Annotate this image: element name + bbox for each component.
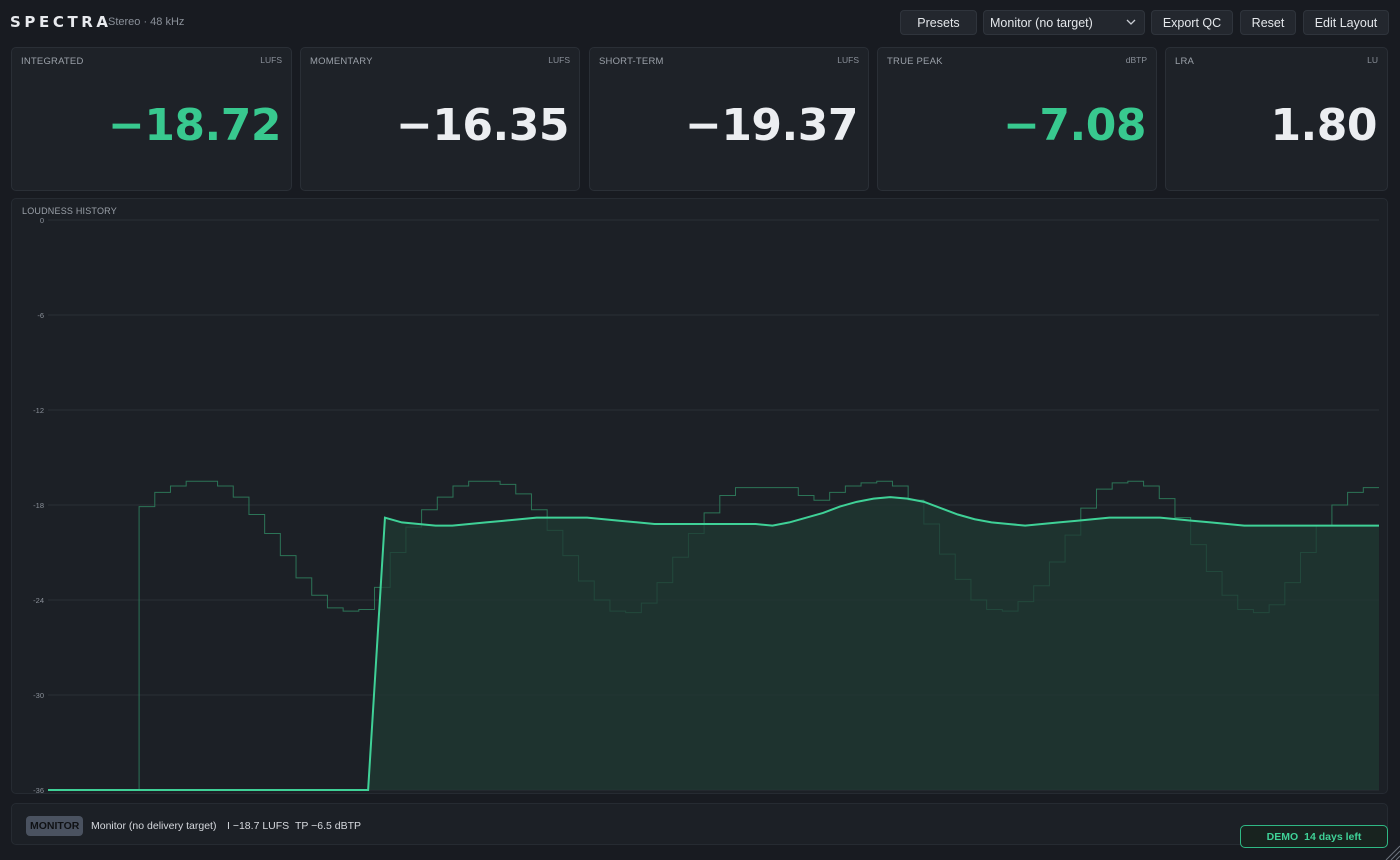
header-bar: SPECTRA Stereo · 48 kHz Presets Monitor … (0, 0, 1400, 44)
meter-unit: dBTP (1125, 55, 1147, 65)
meter-card-lra: LRA LU 1.80 (1165, 47, 1388, 191)
meter-value: −18.72 (107, 100, 282, 151)
reset-button[interactable]: Reset (1240, 10, 1296, 35)
meter-card-true-peak: TRUE PEAK dBTP −7.08 (877, 47, 1157, 191)
meter-value: −7.08 (1003, 100, 1146, 151)
meter-card-short-term: SHORT-TERM LUFS −19.37 (589, 47, 869, 191)
meter-value: 1.80 (1270, 100, 1377, 151)
target-status-text: Monitor (no delivery target) (91, 820, 217, 832)
meter-unit: LUFS (837, 55, 859, 65)
y-tick-label: -24 (33, 596, 44, 605)
y-tick-label: -18 (33, 501, 44, 510)
meter-unit: LU (1367, 55, 1378, 65)
demo-days-left: 14 days left (1304, 830, 1362, 843)
meter-value: −16.35 (395, 100, 570, 151)
app-logo: SPECTRA (10, 13, 112, 31)
demo-license-button[interactable]: DEMO 14 days left (1240, 825, 1388, 848)
presets-button[interactable]: Presets (900, 10, 977, 35)
chevron-down-icon (1126, 19, 1136, 25)
history-title: LOUDNESS HISTORY (22, 206, 117, 216)
status-bar: MONITOR Monitor (no delivery target) I −… (11, 803, 1388, 845)
meter-unit: LUFS (260, 55, 282, 65)
meter-label: SHORT-TERM (599, 56, 664, 67)
y-tick-label: -36 (33, 786, 44, 795)
edit-layout-button[interactable]: Edit Layout (1303, 10, 1389, 35)
meter-label: INTEGRATED (21, 56, 84, 67)
series-integrated-area (48, 497, 1379, 790)
meter-label: LRA (1175, 56, 1195, 67)
meter-card-integrated: INTEGRATED LUFS −18.72 (11, 47, 292, 191)
series-integrated-line (48, 496, 1379, 791)
mode-badge: MONITOR (26, 816, 84, 836)
target-select-value: Monitor (no target) (990, 15, 1093, 30)
resize-grip-icon[interactable] (1382, 842, 1400, 860)
meter-label: TRUE PEAK (887, 56, 943, 67)
demo-label: DEMO (1266, 830, 1299, 843)
y-tick-label: -12 (33, 406, 44, 415)
series-momentary-line (58, 480, 1379, 791)
y-tick-label: -6 (37, 311, 44, 320)
meter-label: MOMENTARY (310, 56, 373, 67)
export-qc-button[interactable]: Export QC (1151, 10, 1233, 35)
y-tick-label: 0 (40, 216, 44, 225)
meter-value: −19.37 (684, 100, 859, 151)
loudness-history-panel: LOUDNESS HISTORY 0 -6 -12 -18 -24 -30 -36 (11, 198, 1388, 795)
integrated-status-text: I −18.7 LUFS (227, 820, 290, 832)
target-select[interactable]: Monitor (no target) (983, 10, 1145, 35)
meter-unit: LUFS (548, 55, 570, 65)
true-peak-status-text: TP −6.5 dBTP (295, 820, 362, 832)
loudness-history-chart: 0 -6 -12 -18 -24 -30 -36 (33, 216, 1379, 795)
meter-card-momentary: MOMENTARY LUFS −16.35 (300, 47, 580, 191)
audio-format-label: Stereo · 48 kHz (108, 16, 185, 28)
y-tick-label: -30 (33, 691, 44, 700)
